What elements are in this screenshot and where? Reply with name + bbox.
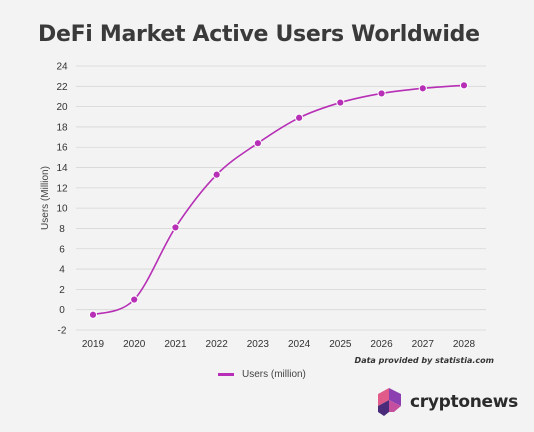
data-point [295, 113, 304, 122]
x-tick-label: 2021 [164, 339, 187, 350]
y-tick-label: 10 [56, 204, 68, 215]
y-tick-label: 12 [56, 183, 68, 194]
data-credit: Data provided by statistia.com [354, 356, 494, 365]
y-tick-label: 2 [59, 285, 65, 296]
x-tick-label: 2022 [206, 339, 229, 350]
brand-name: cryptonews [410, 392, 518, 412]
y-axis-label: Users (Million) [40, 166, 51, 230]
cryptonews-logo-icon [378, 388, 401, 416]
x-tick-label: 2027 [412, 339, 435, 350]
y-tick-label: 20 [56, 102, 68, 113]
x-axis-ticks: 2019 2020 2021 2022 2023 2024 2025 2026 2027 2028 [82, 339, 476, 350]
data-point [130, 295, 139, 304]
data-point [88, 310, 98, 319]
data-point [212, 170, 221, 179]
data-point [171, 223, 180, 232]
y-tick-label: 4 [59, 265, 65, 276]
series-line [92, 84, 465, 316]
y-tick-label: 6 [59, 244, 65, 255]
y-tick-label: 18 [56, 122, 68, 133]
x-tick-label: 2028 [453, 339, 476, 350]
x-tick-label: 2024 [288, 339, 311, 350]
x-tick-label: 2025 [329, 339, 352, 350]
data-point [336, 98, 345, 107]
chart-title: DeFi Market Active Users Worldwide [38, 22, 480, 47]
data-point [459, 81, 469, 90]
y-tick-label: -2 [58, 326, 67, 337]
y-tick-label: 14 [56, 163, 68, 174]
legend-label: Users (million) [242, 369, 306, 380]
data-point [418, 84, 427, 93]
y-tick-label: 16 [56, 143, 68, 154]
data-point [377, 89, 386, 98]
x-tick-label: 2023 [247, 339, 270, 350]
data-points [88, 81, 469, 319]
y-tick-label: 22 [56, 82, 68, 93]
gridlines [76, 65, 486, 331]
y-tick-label: 24 [56, 62, 68, 73]
x-tick-label: 2019 [82, 339, 105, 350]
legend: Users (million) [218, 369, 306, 380]
x-tick-label: 2026 [370, 339, 393, 350]
x-tick-label: 2020 [123, 339, 146, 350]
y-tick-label: 8 [59, 224, 65, 235]
y-tick-label: 0 [59, 305, 65, 316]
data-point [253, 139, 262, 148]
brand: cryptonews [374, 388, 518, 416]
legend-swatch [218, 373, 234, 376]
